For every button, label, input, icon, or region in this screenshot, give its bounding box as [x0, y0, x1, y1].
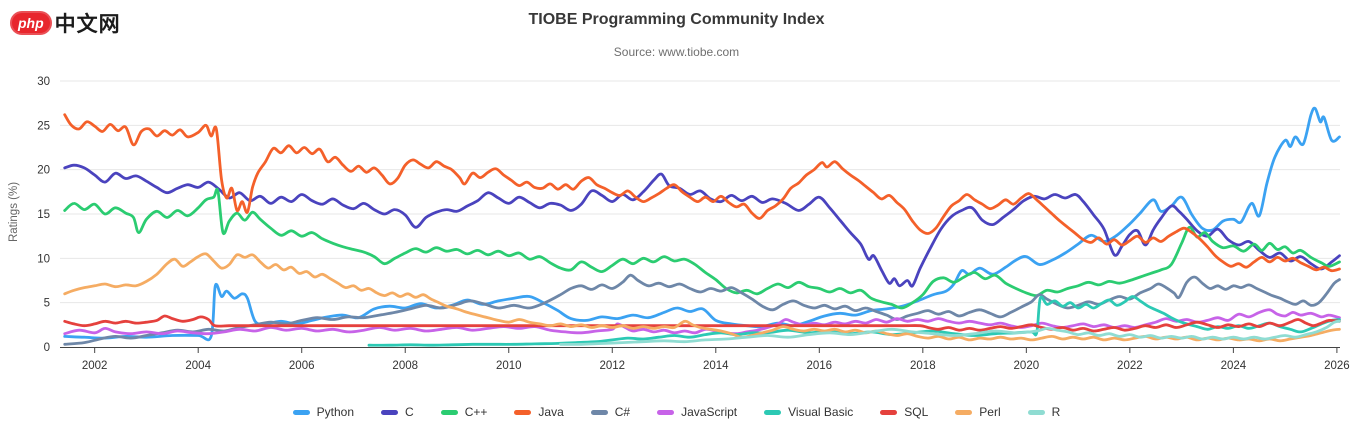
legend-label: C#: [614, 405, 631, 419]
legend-item-visual-basic[interactable]: Visual Basic: [764, 405, 853, 419]
x-tick-label: 2002: [82, 360, 108, 372]
series-line-c-[interactable]: [63, 273, 1341, 346]
y-tick-label: 5: [44, 298, 50, 310]
legend-swatch-icon: [381, 409, 399, 415]
y-tick-label: 15: [37, 209, 50, 221]
chart-subtitle: Source: www.tiobe.com: [613, 45, 740, 59]
legend-item-python[interactable]: Python: [292, 405, 355, 419]
y-tick-label: 20: [37, 165, 50, 177]
legend-label: R: [1051, 405, 1061, 419]
legend-label: C: [405, 405, 414, 419]
legend-label: Visual Basic: [788, 405, 854, 419]
x-tick-label: 2014: [703, 360, 729, 372]
legend-swatch-icon: [590, 409, 608, 415]
x-tick-label: 2010: [496, 360, 522, 372]
x-tick-label: 2020: [1014, 360, 1040, 372]
series-line-perl[interactable]: [63, 252, 1341, 343]
x-tick-label: 2026: [1324, 360, 1350, 372]
legend-item-javascript[interactable]: JavaScript: [657, 405, 737, 419]
legend-label: Perl: [979, 405, 1001, 419]
legend-item-sql[interactable]: SQL: [880, 405, 928, 419]
legend-swatch-icon: [1027, 409, 1045, 415]
series-line-javascript[interactable]: [63, 308, 1341, 336]
y-tick-label: 30: [37, 76, 50, 88]
series-line-c[interactable]: [63, 163, 1341, 288]
legend-swatch-icon: [955, 409, 973, 415]
legend-item-r[interactable]: R: [1027, 405, 1061, 419]
x-tick-label: 2018: [910, 360, 936, 372]
series-line-sql[interactable]: [63, 314, 1341, 333]
legend-item-c[interactable]: C: [381, 405, 414, 419]
legend-item-perl[interactable]: Perl: [955, 405, 1001, 419]
x-tick-label: 2016: [807, 360, 833, 372]
y-tick-label: 10: [37, 253, 50, 265]
x-tick-label: 2012: [599, 360, 625, 372]
legend-item-java[interactable]: Java: [514, 405, 564, 419]
y-tick-label: 0: [44, 342, 50, 354]
x-tick-label: 2004: [185, 360, 211, 372]
chart-legend: Python C C++ Java C# JavaScript Visual Basic SQ…: [0, 405, 1353, 419]
series-line-c-[interactable]: [63, 187, 1341, 310]
x-tick-label: 2024: [1221, 360, 1247, 372]
series-line-r[interactable]: [559, 319, 1341, 346]
legend-swatch-icon: [292, 409, 310, 415]
legend-label: Python: [316, 405, 355, 419]
site-logo-text: 中文网: [54, 13, 121, 36]
legend-label: SQL: [904, 405, 929, 419]
legend-swatch-icon: [440, 409, 458, 415]
legend-label: JavaScript: [681, 405, 738, 419]
y-tick-label: 25: [37, 120, 50, 132]
x-tick-label: 2022: [1117, 360, 1143, 372]
x-tick-label: 2008: [392, 360, 418, 372]
legend-swatch-icon: [657, 409, 675, 415]
legend-swatch-icon: [880, 409, 898, 415]
legend-label: C++: [464, 405, 488, 419]
x-tick-label: 2006: [289, 360, 315, 372]
php-logo-icon: php: [10, 11, 52, 35]
legend-item-c-[interactable]: C++: [440, 405, 488, 419]
legend-label: Java: [538, 405, 564, 419]
legend-item-c-[interactable]: C#: [590, 405, 631, 419]
series-line-java[interactable]: [63, 113, 1341, 273]
site-logo[interactable]: php 中文网: [10, 8, 121, 38]
chart-title: TIOBE Programming Community Index: [528, 11, 825, 28]
legend-swatch-icon: [514, 409, 532, 415]
legend-swatch-icon: [764, 409, 782, 415]
